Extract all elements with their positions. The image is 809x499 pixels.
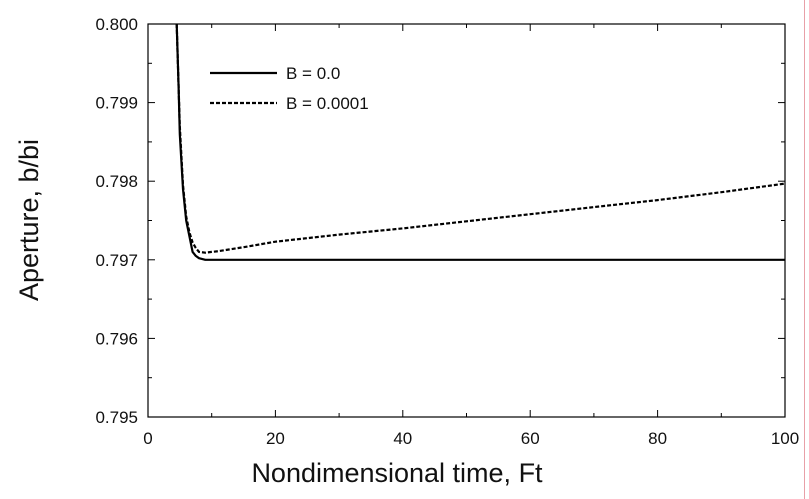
x-tick-label: 0: [143, 429, 152, 448]
x-tick-label: 100: [771, 429, 799, 448]
y-tick-label: 0.799: [95, 94, 138, 113]
y-tick-label: 0.796: [95, 329, 138, 348]
y-tick-label: 0.798: [95, 172, 138, 191]
x-axis-title: Nondimensional time, Ft: [251, 458, 543, 488]
ticks: 0 20 40 60 80 100 0.795 0.796 0.797 0.798 0.799 0.8…: [95, 15, 799, 448]
page-edge-rule: [804, 0, 805, 499]
x-tick-label: 60: [521, 429, 540, 448]
legend: B = 0.0 B = 0.0001: [210, 64, 369, 113]
x-tick-label: 20: [266, 429, 285, 448]
series-line-2: [175, 23, 786, 254]
series-layer: [175, 23, 786, 261]
x-tick-label: 80: [648, 429, 667, 448]
y-axis-title: Aperture, b/bi: [14, 139, 44, 301]
x-tick-label: 40: [393, 429, 412, 448]
series-line-1: [175, 23, 785, 261]
y-tick-label: 0.795: [95, 408, 138, 427]
y-tick-label: 0.800: [95, 15, 138, 34]
legend-label-1: B = 0.0: [286, 64, 340, 83]
legend-label-2: B = 0.0001: [286, 94, 369, 113]
y-tick-label: 0.797: [95, 251, 138, 270]
